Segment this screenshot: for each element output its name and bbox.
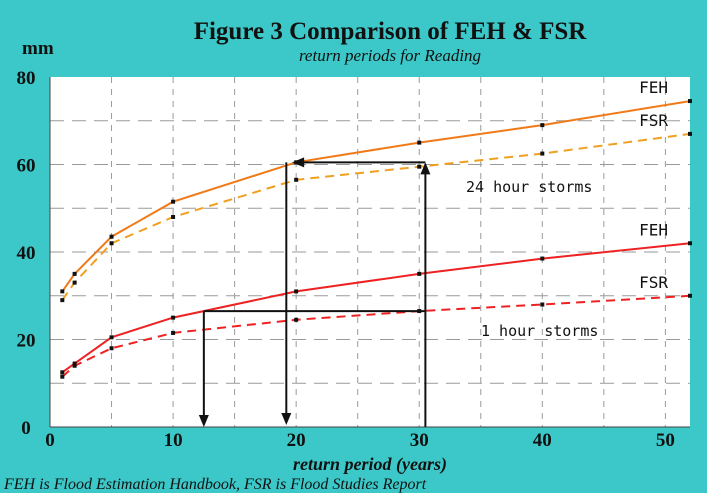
- data-point: [72, 363, 77, 368]
- x-tick-label: 50: [656, 430, 675, 451]
- data-point: [60, 298, 65, 303]
- data-point: [540, 123, 545, 128]
- series-line: [61, 132, 691, 301]
- data-point: [171, 199, 176, 204]
- data-point: [540, 302, 545, 307]
- data-point: [540, 256, 545, 261]
- data-point: [109, 234, 114, 239]
- y-tick-label: 40: [17, 243, 36, 264]
- x-axis-label: return period (years): [293, 454, 447, 475]
- x-tick-label: 0: [45, 430, 55, 451]
- annotation-1-hour: 1 hour storms: [481, 322, 598, 340]
- data-point: [109, 346, 114, 351]
- series-label: FEH: [639, 78, 668, 97]
- y-tick-label: 0: [21, 418, 31, 439]
- data-point: [417, 140, 422, 145]
- arrow-head: [420, 162, 431, 175]
- data-point: [417, 164, 422, 169]
- data-point: [109, 241, 114, 246]
- x-tick-label: 30: [410, 430, 429, 451]
- grid: [50, 77, 690, 427]
- data-point: [417, 271, 422, 276]
- y-tick-label: 20: [17, 331, 36, 352]
- y-tick-label: 80: [17, 68, 36, 89]
- data-point: [72, 271, 77, 276]
- series-label: FSR: [639, 273, 668, 292]
- x-tick-label: 40: [533, 430, 552, 451]
- y-tick-label: 60: [17, 156, 36, 177]
- data-point: [171, 215, 176, 219]
- data-point: [294, 177, 299, 182]
- data-point: [688, 131, 692, 136]
- series-line: [61, 100, 691, 292]
- data-point: [72, 361, 77, 366]
- data-point: [540, 151, 545, 156]
- footnote: FEH is Flood Estimation Handbook, FSR is…: [3, 476, 427, 493]
- data-point: [60, 374, 65, 379]
- labels-layer: 0 10 20 30 40 50 0 20 40 60 80 FEH FSR FEH FSR: [17, 68, 675, 451]
- x-tick-label: 20: [287, 430, 306, 451]
- data-point: [688, 99, 692, 104]
- x-tick-label: 10: [164, 430, 183, 451]
- series-label: FSR: [639, 111, 668, 130]
- y-axis-label: mm: [22, 38, 54, 59]
- chart-subtitle: return periods for Reading: [299, 46, 481, 65]
- arrow-head: [281, 413, 292, 425]
- annotation-24-hour: 24 hour storms: [466, 178, 592, 196]
- series-feh-1h: [60, 241, 692, 375]
- data-point: [60, 370, 65, 375]
- reading-arrows: [198, 157, 431, 427]
- data-point: [60, 289, 65, 294]
- data-point: [688, 293, 692, 298]
- data-point: [688, 241, 692, 246]
- arrow-head: [292, 157, 305, 168]
- arrow-head: [198, 415, 209, 427]
- series-line: [61, 294, 691, 378]
- data-point: [171, 315, 176, 320]
- data-point: [171, 330, 176, 335]
- chart-title: Figure 3 Comparison of FEH & FSR: [194, 18, 588, 45]
- data-point: [72, 280, 77, 285]
- data-point: [294, 289, 299, 294]
- axes: [49, 77, 690, 428]
- data-point: [294, 317, 299, 322]
- series-label: FEH: [639, 220, 668, 239]
- series-line: [61, 242, 691, 374]
- series-layer: [60, 99, 692, 379]
- series-fsr-24h: [60, 131, 692, 303]
- data-point: [109, 335, 114, 340]
